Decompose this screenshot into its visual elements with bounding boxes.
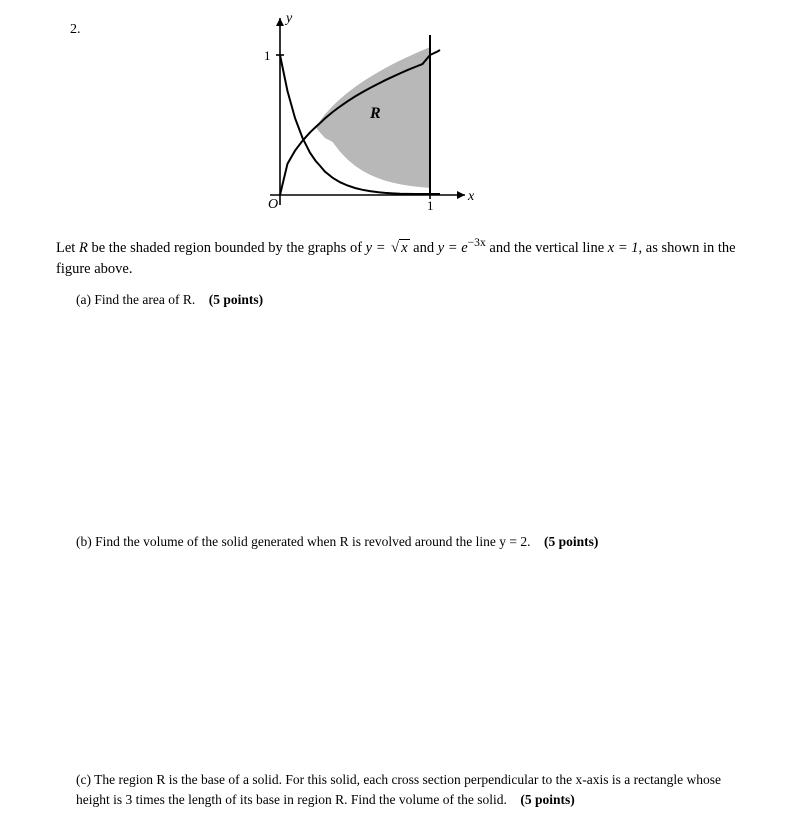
eq1-sqrt: x [389,238,409,259]
eq3: x = 1 [608,240,639,256]
part-b-label: (b) [76,534,92,549]
x-tick-label: 1 [427,198,434,213]
part-c-text: The region R is the base of a solid. For… [76,772,721,807]
part-a-points: (5 points) [209,292,263,307]
part-a-text: Find the area of R. [91,292,195,307]
part-a: (a) Find the area of R. (5 points) [76,290,750,310]
origin-label: O [268,197,278,212]
part-a-label: (a) [76,292,91,307]
intro-R: R [79,240,88,256]
part-c: (c) The region R is the base of a solid.… [76,770,750,811]
intro-mid2: and the vertical line [486,240,608,256]
part-c-points: (5 points) [520,792,574,807]
eq1-radicand: x [399,239,409,256]
eq2-base: y = e [438,240,468,256]
x-axis-arrow [457,191,465,199]
part-b: (b) Find the volume of the solid generat… [76,532,750,552]
eq1-lhs: y = [366,240,389,256]
page: 2. y x O 1 1 R [0,0,790,840]
part-b-points: (5 points) [544,534,598,549]
eq2-exp: −3x [468,236,486,249]
x-axis-label: x [467,189,475,204]
eq2: y = e−3x [438,240,486,256]
intro-mid1: be the shaded region bounded by the grap… [88,240,366,256]
part-c-label: (c) [76,772,91,787]
figure: y x O 1 1 R [240,10,480,230]
y-tick-label: 1 [264,48,271,63]
region-label: R [369,105,381,122]
problem-number: 2. [70,22,81,38]
region-graph: y x O 1 1 R [240,10,480,220]
problem-intro: Let R be the shaded region bounded by th… [56,235,750,280]
y-axis-arrow [276,18,284,26]
part-b-text: Find the volume of the solid generated w… [92,534,531,549]
y-axis-label: y [284,11,293,26]
intro-and1: and [410,240,438,256]
intro-prefix: Let [56,240,79,256]
